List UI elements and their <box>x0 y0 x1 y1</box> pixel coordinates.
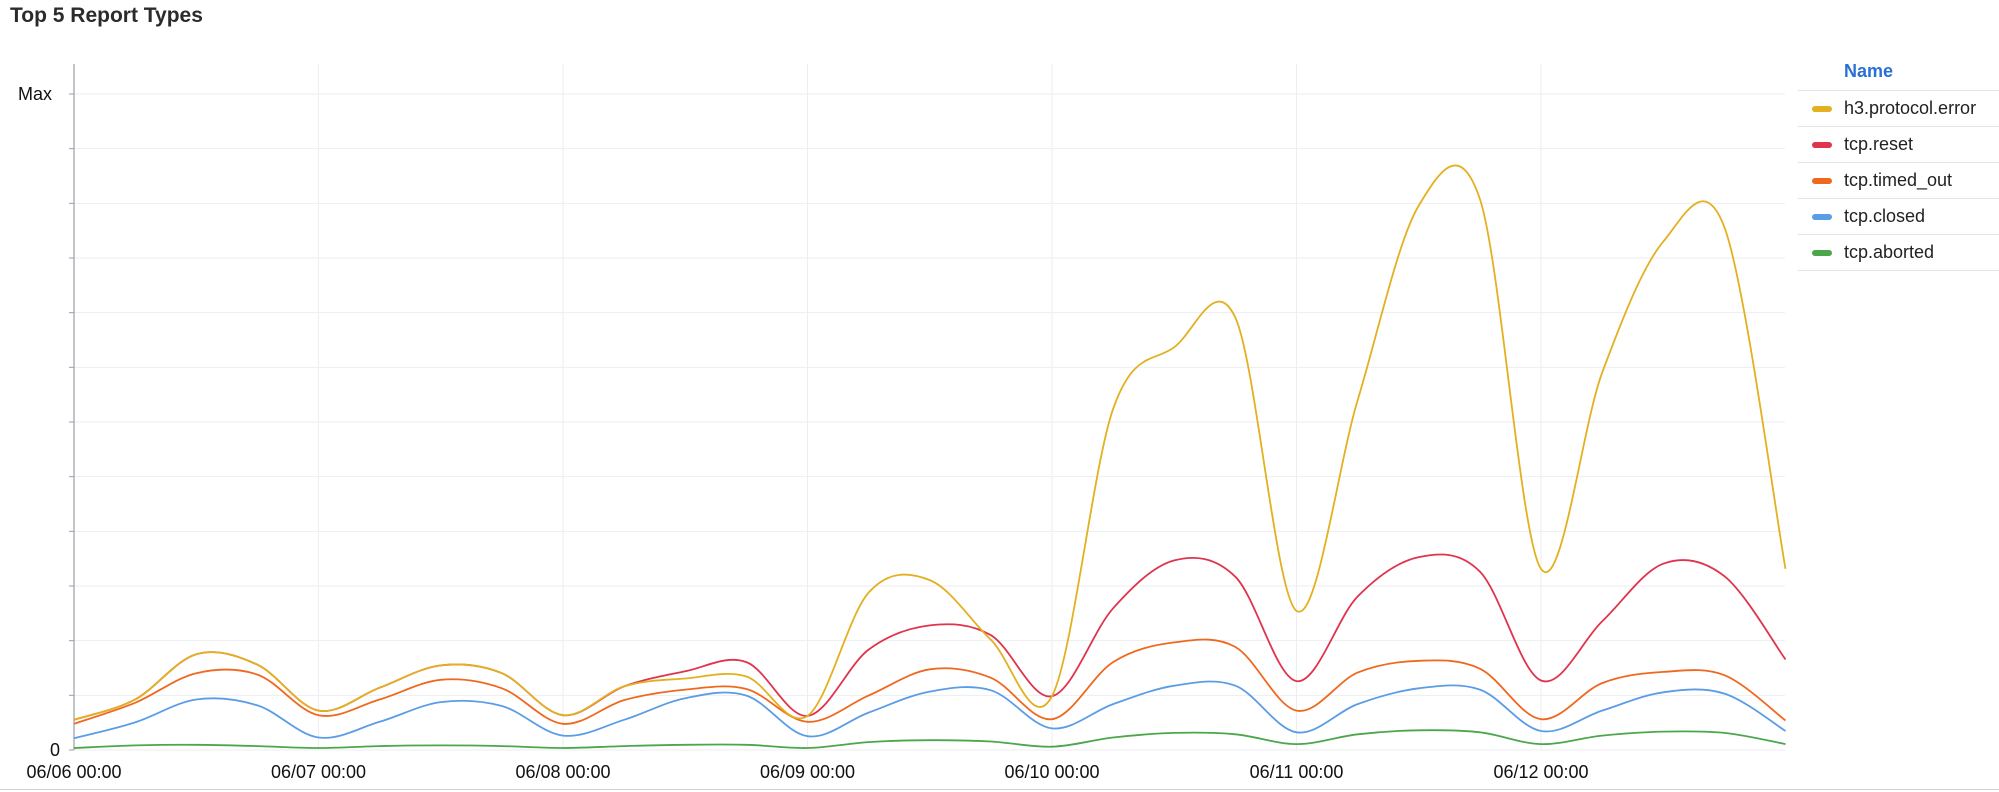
legend-label: tcp.aborted <box>1844 242 1934 263</box>
x-tick-label: 06/08 00:00 <box>515 762 610 782</box>
series-line-h3-protocol-error <box>74 165 1786 719</box>
x-tick-label: 06/06 00:00 <box>26 762 121 782</box>
legend-item-h3-protocol-error[interactable]: h3.protocol.error <box>1798 90 1999 126</box>
legend-swatch <box>1812 142 1832 148</box>
x-tick-label: 06/07 00:00 <box>271 762 366 782</box>
x-tick-label: 06/11 00:00 <box>1250 762 1344 782</box>
legend-swatch <box>1812 214 1832 220</box>
legend-swatch <box>1812 178 1832 184</box>
x-tick-label: 06/10 00:00 <box>1004 762 1099 782</box>
y-tick-label-max: Max <box>18 84 52 104</box>
legend-swatch <box>1812 250 1832 256</box>
chart-series <box>74 165 1786 748</box>
chart-grid <box>74 64 1785 750</box>
x-tick-label: 06/12 00:00 <box>1493 762 1588 782</box>
legend-label: tcp.timed_out <box>1844 170 1952 191</box>
legend-label: h3.protocol.error <box>1844 98 1976 119</box>
legend-item-tcp-aborted[interactable]: tcp.aborted <box>1798 234 1999 271</box>
legend-item-tcp-reset[interactable]: tcp.reset <box>1798 126 1999 162</box>
legend-item-tcp-timed-out[interactable]: tcp.timed_out <box>1798 162 1999 198</box>
chart-tick-labels: 0 Max 06/06 00:00 06/07 00:00 06/08 00:00 06/… <box>18 84 1589 782</box>
legend-header-name[interactable]: Name <box>1798 56 1999 90</box>
bottom-divider <box>0 789 1999 790</box>
legend-swatch <box>1812 106 1832 112</box>
series-line-tcp-aborted <box>74 730 1786 748</box>
legend-label: tcp.closed <box>1844 206 1925 227</box>
legend-item-tcp-closed[interactable]: tcp.closed <box>1798 198 1999 234</box>
line-chart: 0 Max 06/06 00:00 06/07 00:00 06/08 00:00 06/… <box>0 0 1790 792</box>
legend: Name h3.protocol.error tcp.reset tcp.tim… <box>1798 56 1999 271</box>
legend-label: tcp.reset <box>1844 134 1913 155</box>
chart-axes <box>69 64 74 750</box>
y-tick-label-0: 0 <box>50 740 60 760</box>
x-tick-label: 06/09 00:00 <box>760 762 855 782</box>
